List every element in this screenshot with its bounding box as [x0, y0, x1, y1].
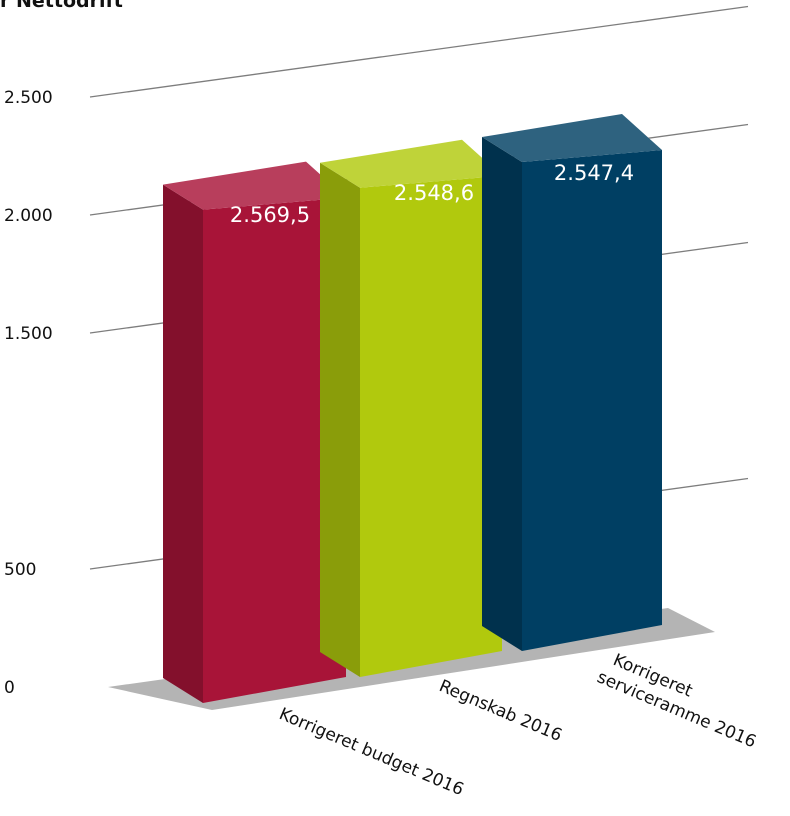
data-label: 2.569,5 — [230, 203, 310, 227]
bar: 2.548,6 — [320, 139, 502, 678]
bar-top — [320, 139, 502, 188]
bar: 2.547,4 — [482, 114, 662, 652]
bar-front — [360, 175, 502, 678]
bar-top — [163, 161, 346, 210]
bar-side — [320, 162, 360, 678]
data-label: 2.548,6 — [394, 181, 474, 205]
bar-front — [522, 150, 662, 651]
bar-side — [482, 137, 522, 652]
data-label: 2.547,4 — [554, 161, 634, 185]
y-tick-label: 0 — [4, 678, 15, 698]
x-tick-label: Korrigeret budget 2016 — [276, 704, 466, 800]
bar-side — [163, 184, 203, 703]
bar-front — [203, 197, 346, 703]
y-tick-label: 1.500 — [4, 324, 53, 344]
x-tick-label: Regnskab 2016 — [436, 676, 565, 746]
y-tick-label: 2.500 — [4, 88, 53, 108]
bar-top — [482, 114, 662, 163]
y-tick-label: 500 — [4, 560, 36, 580]
chart-bars: 2.569,5 2.548,6 2.547,4 — [163, 114, 662, 703]
y-tick-label: 2.000 — [4, 206, 53, 226]
x-tick-label: Korrigeretserviceramme 2016 — [594, 647, 767, 752]
chart-title: r Nettodrift — [0, 0, 123, 12]
bar: 2.569,5 — [163, 161, 346, 703]
gridline — [89, 5, 749, 98]
